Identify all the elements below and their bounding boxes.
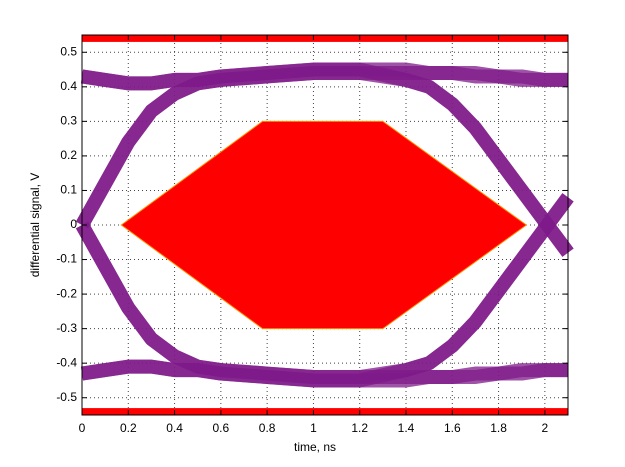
y-tick-label: 0.4 xyxy=(60,79,77,93)
y-tick-label: -0.5 xyxy=(56,390,77,404)
x-tick-label: 0.2 xyxy=(120,421,137,435)
x-tick-label: 0.6 xyxy=(213,421,230,435)
y-tick-label: 0 xyxy=(70,217,77,231)
x-tick-label: 1.2 xyxy=(351,421,368,435)
mask-band xyxy=(82,408,568,415)
y-tick-label: -0.1 xyxy=(56,252,77,266)
y-tick-label: 0.2 xyxy=(60,148,77,162)
x-tick-label: 2 xyxy=(542,421,549,435)
x-tick-label: 0.8 xyxy=(259,421,276,435)
y-tick-label: -0.3 xyxy=(56,321,77,335)
x-tick-label: 0.4 xyxy=(166,421,183,435)
x-tick-label: 1.6 xyxy=(444,421,461,435)
y-tick-label: 0.5 xyxy=(60,44,77,58)
x-tick-label: 1 xyxy=(310,421,317,435)
eye-trace xyxy=(80,62,574,257)
eye-trace xyxy=(80,193,574,388)
y-tick-label: 0.1 xyxy=(60,183,77,197)
x-tick-label: 1.4 xyxy=(398,421,415,435)
x-axis-label: time, ns xyxy=(294,440,336,454)
y-tick-label: 0.3 xyxy=(60,114,77,128)
eye-mask xyxy=(120,120,528,330)
mask-band xyxy=(82,35,568,42)
x-tick-label: 0 xyxy=(79,421,86,435)
y-axis-label: differential signal, V xyxy=(28,173,42,278)
x-tick-label: 1.8 xyxy=(490,421,507,435)
y-tick-label: -0.4 xyxy=(56,355,77,369)
y-tick-label: -0.2 xyxy=(56,286,77,300)
